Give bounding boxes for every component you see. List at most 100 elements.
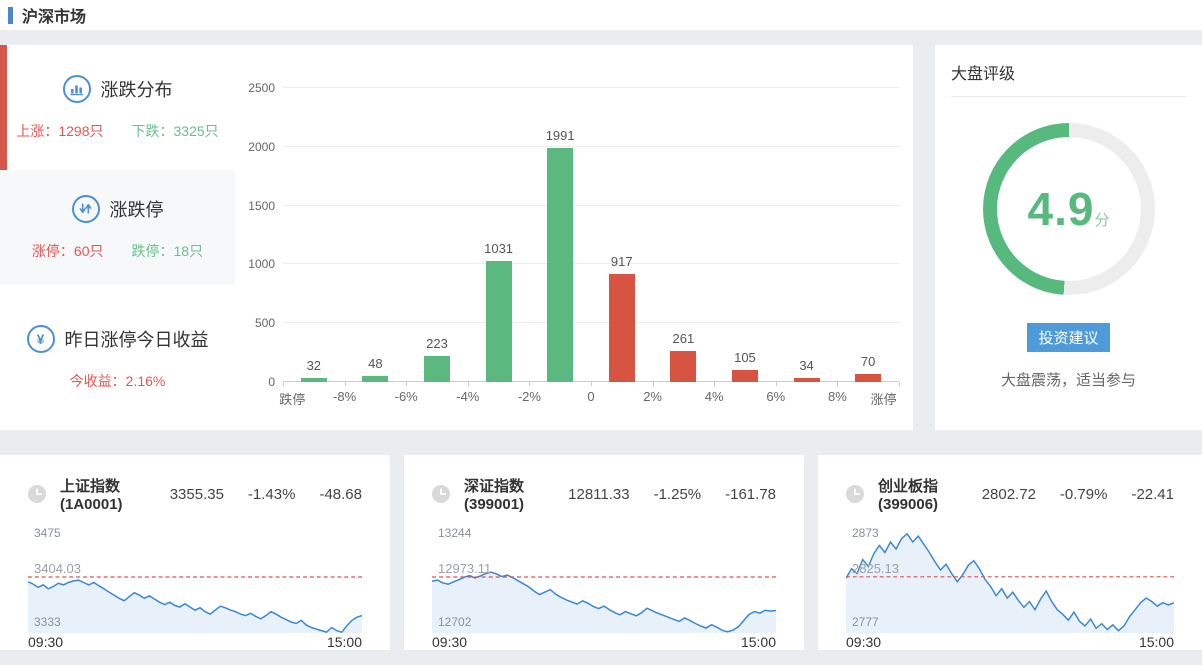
x-tick-label: -2% bbox=[517, 389, 541, 404]
gridline bbox=[283, 263, 899, 265]
bar-value-label: 32 bbox=[306, 358, 322, 374]
bar-slot: 32 bbox=[283, 88, 345, 382]
bar-chart-y-axis: 0 500 1000 1500 2000 2500 bbox=[241, 81, 283, 389]
bar bbox=[547, 147, 574, 382]
gridline bbox=[283, 87, 899, 88]
y-min-label: 12702 bbox=[438, 615, 472, 629]
score-gauge: 4.9 分 bbox=[982, 123, 1155, 295]
page-title: 沪深市场 bbox=[22, 9, 87, 26]
bar-value-label: 223 bbox=[426, 335, 448, 351]
x-tick-label: -8% bbox=[333, 389, 357, 404]
falling-count: 下跌：3325只 bbox=[131, 122, 219, 139]
y-max-label: 13244 bbox=[438, 526, 472, 540]
bar-slot: 917 bbox=[591, 88, 653, 382]
section-title: 昨日涨停今日收益 bbox=[64, 329, 209, 350]
index-card-chinext[interactable]: 创业板指(399006) 2802.72 -0.79% -22.41 2873 … bbox=[818, 455, 1202, 650]
time-end-label: 15:00 bbox=[740, 634, 776, 650]
axis-tick bbox=[837, 382, 839, 386]
bar bbox=[670, 351, 697, 382]
intraday-line-chart: 3475 3404.03 3333 bbox=[28, 521, 362, 633]
time-start-label: 09:30 bbox=[846, 634, 882, 650]
x-tick-label: 6% bbox=[766, 389, 786, 404]
advice-text: 大盘震荡，适当参与 bbox=[1000, 372, 1136, 389]
index-change-amt: -48.68 bbox=[319, 485, 362, 503]
bar bbox=[608, 274, 635, 382]
bar-slot: 223 bbox=[406, 88, 468, 382]
x-tick-label: 0 bbox=[587, 389, 595, 404]
time-start-label: 09:30 bbox=[432, 634, 468, 650]
axis-tick bbox=[775, 382, 777, 386]
market-distribution-card: 涨跌分布 上涨：1298只 下跌：3325只 涨跌停 涨停：60只 跌停：18只 bbox=[0, 45, 913, 430]
axis-tick bbox=[591, 382, 592, 386]
axis-tick bbox=[714, 382, 716, 386]
bar bbox=[362, 376, 389, 382]
axis-tick bbox=[406, 382, 408, 386]
index-change-pct: -1.25% bbox=[653, 485, 702, 503]
index-change-pct: -1.43% bbox=[247, 485, 296, 503]
clock-icon bbox=[846, 485, 864, 503]
axis-tick bbox=[899, 382, 900, 386]
y-min-label: 2777 bbox=[852, 615, 879, 629]
index-card-szse[interactable]: 深证指数(399001) 12811.33 -1.25% -161.78 132… bbox=[404, 455, 804, 650]
bar-chart-icon bbox=[62, 74, 91, 103]
x-tick-label: 8% bbox=[827, 389, 847, 404]
bar-slot: 1991 bbox=[529, 88, 591, 382]
limit-up-down-section: 涨跌停 涨停：60只 跌停：18只 bbox=[0, 170, 235, 285]
investment-advice-button[interactable]: 投资建议 bbox=[1027, 323, 1110, 352]
score-value: 4.9 bbox=[1027, 183, 1095, 235]
gridline bbox=[283, 204, 899, 206]
index-price: 2802.72 bbox=[981, 485, 1036, 503]
y-tick-label: 2000 bbox=[248, 139, 275, 154]
bar-value-label: 261 bbox=[672, 331, 695, 347]
x-tick-label: 2% bbox=[643, 389, 662, 404]
y-max-label: 3475 bbox=[34, 526, 61, 540]
bar bbox=[423, 355, 450, 382]
bar-value-label: 917 bbox=[610, 254, 633, 270]
bar-slot: 1031 bbox=[468, 88, 530, 382]
y-tick-label: 1000 bbox=[248, 257, 275, 272]
axis-tick bbox=[652, 382, 654, 386]
index-price: 12811.33 bbox=[568, 485, 630, 503]
bar-slot: 261 bbox=[653, 88, 715, 382]
index-price: 3355.35 bbox=[169, 485, 224, 503]
ref-line-label: 12973.11 bbox=[438, 561, 492, 576]
index-change-amt: -22.41 bbox=[1131, 485, 1174, 503]
market-summary-panel: 涨跌分布 上涨：1298只 下跌：3325只 涨跌停 涨停：60只 跌停：18只 bbox=[0, 45, 235, 430]
bar-chart-x-axis: 跌停 -8% -6% -4% -2% 0 2% 4% 6% 8% 涨停 bbox=[279, 389, 899, 409]
index-name: 创业板指(399006) bbox=[878, 478, 939, 513]
axis-tick bbox=[467, 382, 469, 386]
clock-icon bbox=[432, 485, 450, 503]
time-end-label: 15:00 bbox=[1138, 634, 1174, 650]
y-min-label: 3333 bbox=[34, 615, 61, 629]
score-unit: 分 bbox=[1094, 211, 1110, 229]
top-row: 涨跌分布 上涨：1298只 下跌：3325只 涨跌停 涨停：60只 跌停：18只 bbox=[0, 45, 1202, 430]
limit-up-count: 涨停：60只 bbox=[31, 242, 104, 259]
ref-line-label: 3404.03 bbox=[34, 561, 81, 576]
yesterday-limit-profit-section: ¥ 昨日涨停今日收益 今收益：2.16% bbox=[0, 285, 235, 430]
gridline bbox=[283, 322, 899, 324]
x-tick-label: 跌停 bbox=[279, 392, 306, 407]
x-tick-label: 4% bbox=[704, 389, 724, 404]
axis-tick bbox=[283, 382, 284, 386]
bar-slot: 105 bbox=[714, 88, 776, 382]
section-title: 涨跌分布 bbox=[100, 79, 173, 100]
bar bbox=[731, 369, 758, 382]
index-card-sse[interactable]: 上证指数(1A0001) 3355.35 -1.43% -48.68 3475 … bbox=[0, 455, 390, 650]
y-tick-label: 1500 bbox=[248, 198, 275, 213]
y-tick-label: 500 bbox=[254, 316, 275, 331]
bar-slot: 70 bbox=[837, 88, 899, 382]
bar-value-label: 34 bbox=[799, 358, 814, 374]
yen-icon: ¥ bbox=[26, 324, 55, 353]
y-tick-label: 2500 bbox=[248, 81, 275, 95]
bar bbox=[485, 260, 512, 382]
y-tick-label: 0 bbox=[268, 375, 275, 389]
time-start-label: 09:30 bbox=[28, 634, 64, 650]
distribution-bar-chart: 0 500 1000 1500 2000 2500 32 48 223 1031 1991 917 2… bbox=[235, 45, 913, 430]
time-end-label: 15:00 bbox=[326, 634, 362, 650]
rising-count: 上涨：1298只 bbox=[16, 122, 104, 139]
ref-line-label: 2825.13 bbox=[852, 560, 899, 576]
bar bbox=[793, 378, 820, 382]
today-profit: 今收益：2.16% bbox=[69, 372, 166, 389]
clock-icon bbox=[28, 485, 46, 503]
axis-tick bbox=[529, 382, 531, 386]
